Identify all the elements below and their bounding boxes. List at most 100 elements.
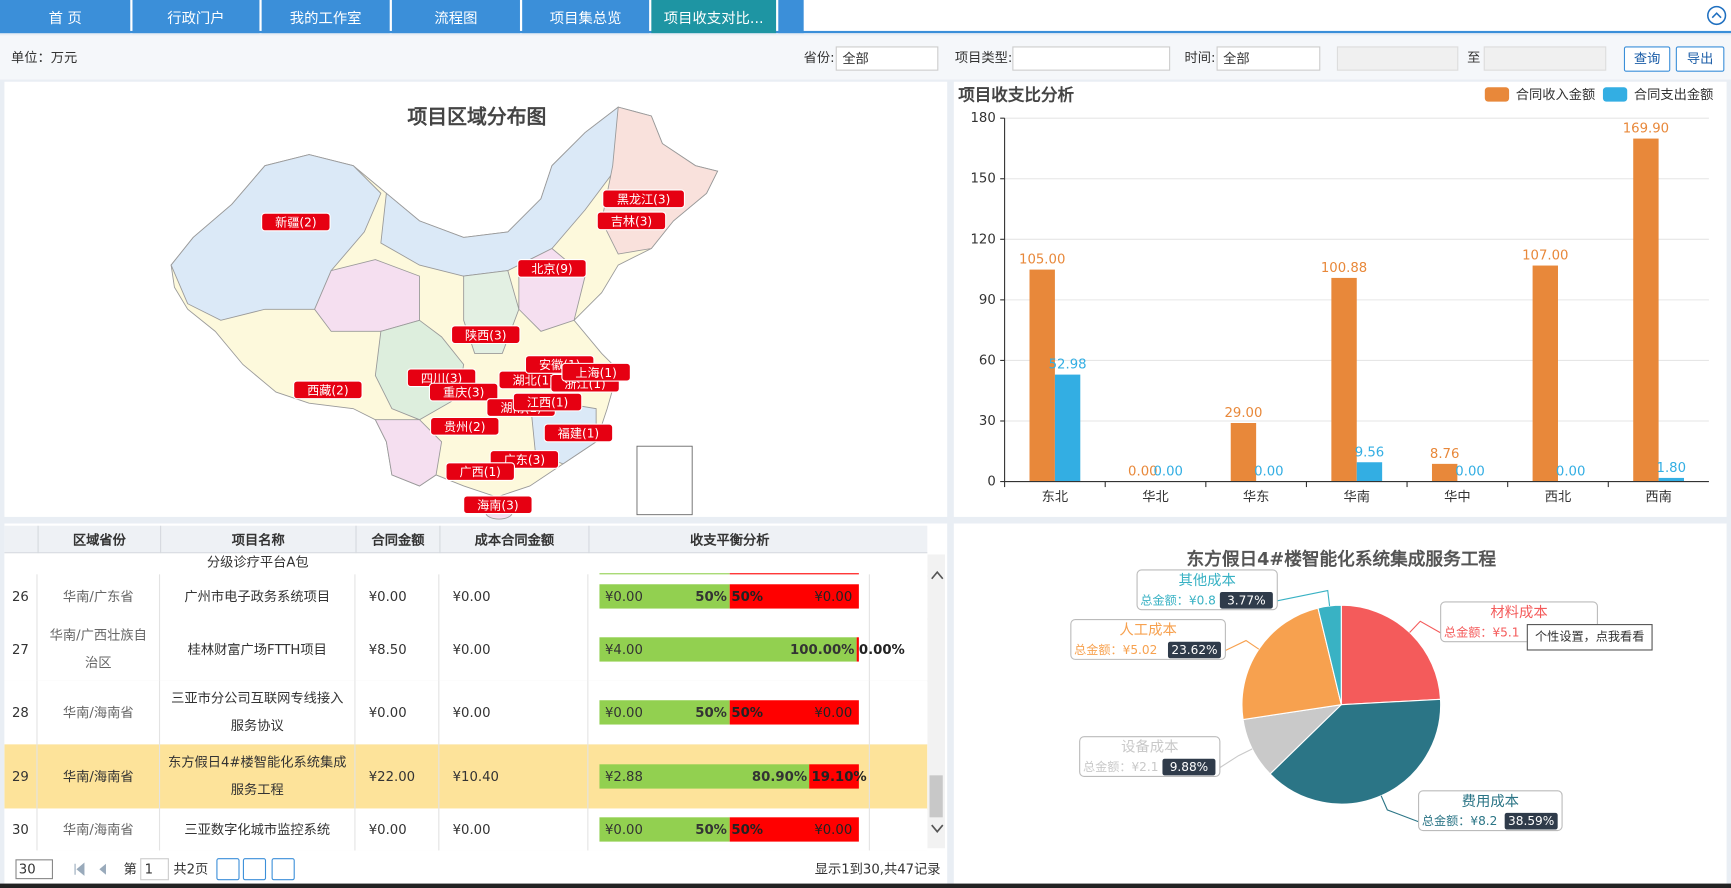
cell-region: 华南/海南省	[38, 744, 161, 809]
cell-region: 华南/海南省	[38, 808, 161, 851]
cost-pct: 50%	[731, 704, 764, 720]
page-prefix: 第	[123, 861, 137, 877]
button[interactable]: 导出	[1675, 46, 1725, 72]
cell-contract: ¥8.50	[355, 618, 440, 681]
table-row[interactable]: 28 华南/海南省 三亚市分公司互联网专线接入服务协议 ¥0.00 ¥0.00 ¥0.00…	[4, 680, 928, 746]
toolbar-label: 单位：万元	[11, 49, 78, 66]
pie-panel	[953, 523, 1727, 884]
cell-balance: ¥2.88 80.90% 19.10%	[588, 744, 870, 809]
cell-name: 分级诊疗平台A包	[206, 554, 309, 570]
tab[interactable]: 项目集总览	[522, 0, 650, 34]
balance-bar: ¥0.00 50% 50% ¥0.00	[599, 817, 859, 842]
balance-income: ¥0.00 50%	[599, 700, 730, 725]
row-index: 26	[4, 574, 38, 619]
balance-bar: ¥0.00 50% 50% ¥0.00	[599, 584, 859, 609]
tab[interactable]: 首 页	[0, 0, 131, 34]
row-index: 29	[4, 744, 38, 809]
balance-bar: ¥0.00 50% 50% ¥0.00	[599, 700, 859, 725]
cost-pct: 50%	[731, 588, 764, 604]
tab[interactable]: 行政门户	[132, 0, 260, 34]
column-header: 收支平衡分析	[588, 525, 870, 554]
balance-cost: 50% ¥0.00	[729, 700, 859, 725]
last-page[interactable]	[242, 858, 267, 881]
page-summary: 显示1到30,共47记录	[814, 861, 941, 877]
income-amount: ¥2.88	[604, 768, 643, 784]
type-input[interactable]	[1012, 46, 1171, 71]
column-header: 合同金额	[355, 525, 439, 554]
tab-menu[interactable]	[778, 0, 804, 34]
row-index: 28	[4, 680, 38, 745]
cell-region: 华南/海南省	[38, 680, 161, 745]
toolbar-label: 省份:	[803, 49, 835, 66]
cell-region: 华南/广东省	[38, 574, 161, 619]
income-pct: 100.00%	[790, 641, 855, 657]
cost-amount: ¥0.00	[814, 704, 853, 720]
cell-balance: ¥0.00 50% 50% ¥0.00	[588, 574, 870, 619]
tab-label: 流程图	[434, 10, 478, 28]
balance-cost: 0.00%	[856, 637, 905, 662]
cell-contract: ¥0.00	[355, 680, 440, 745]
income-pct: 80.90%	[751, 768, 808, 784]
column-header: 项目名称	[160, 525, 355, 554]
column-header: 成本合同金额	[439, 525, 588, 554]
tab-bar	[0, 0, 1731, 34]
ime-tooltip: 个性设置，点我看看	[1526, 624, 1653, 651]
date-input	[1483, 46, 1607, 71]
page-input[interactable]: 1	[140, 858, 169, 881]
select[interactable]: 全部	[1216, 46, 1321, 71]
cost-pct: 50%	[731, 821, 764, 837]
table-header: 区域省份 项目名称 合同金额 成本合同金额 收支平衡分析	[4, 525, 928, 554]
table-row[interactable]: 27 华南/广西壮族自治区 桂林财富广场FTTH项目 ¥8.50 ¥0.00 ¥4.00 1…	[4, 618, 928, 682]
page-size[interactable]: 30	[15, 859, 53, 880]
balance-bar: ¥4.00 100.00% 0.00%	[599, 637, 905, 662]
table-row[interactable]: 29 华南/海南省 东方假日4#楼智能化系统集成服务工程 ¥22.00 ¥10.40 ¥2…	[4, 744, 928, 810]
income-amount: ¥0.00	[604, 704, 643, 720]
tab-label: 首 页	[48, 10, 82, 28]
balance-income: ¥4.00 100.00%	[599, 637, 857, 662]
select[interactable]: 全部	[835, 46, 939, 71]
table-body: 分级诊疗平台A包 26 华南/广东省 广州市电子政务系统项目 ¥0.00 ¥0.00 ¥0.…	[4, 553, 928, 851]
select-value: 全部	[1223, 50, 1250, 67]
income-amount: ¥0.00	[604, 588, 643, 604]
refresh[interactable]	[271, 858, 295, 881]
date-input	[1336, 46, 1459, 71]
tab-label: 项目集总览	[549, 10, 622, 28]
tab-label: 我的工作室	[289, 10, 362, 28]
cell-cost-contract: ¥10.40	[439, 744, 589, 809]
cell-balance: ¥0.00 50% 50% ¥0.00	[588, 680, 870, 745]
income-pct: 50%	[695, 821, 727, 837]
table-row[interactable]: 30 华南/海南省 三亚数字化城市监控系统 ¥0.00 ¥0.00 ¥0.00 50% 50%…	[4, 808, 928, 851]
income-amount: ¥4.00	[604, 641, 643, 657]
cell-balance: ¥4.00 100.00% 0.00%	[588, 618, 905, 681]
toolbar-label: 项目类型:	[954, 49, 1013, 66]
balance-income: ¥0.00 50%	[599, 817, 730, 842]
cell-name: 三亚市分公司互联网专线接入服务协议	[160, 680, 356, 745]
next-page[interactable]	[216, 858, 240, 881]
cell-balance: ¥0.00 50% 50% ¥0.00	[588, 808, 870, 851]
tab-label: 项目收支对比...	[663, 10, 764, 28]
income-pct: 50%	[695, 588, 727, 604]
tab[interactable]: 项目收支对比...	[651, 0, 777, 34]
tab[interactable]: 我的工作室	[261, 0, 390, 34]
cell-name: 广州市电子政务系统项目	[160, 574, 356, 619]
page-total: 共2页	[173, 861, 209, 877]
balance-income: ¥0.00 50%	[599, 584, 730, 609]
toolbar-label: 至	[1467, 49, 1481, 66]
button[interactable]: 查询	[1623, 46, 1671, 72]
income-pct: 50%	[695, 704, 727, 720]
table-row[interactable]: 26 华南/广东省 广州市电子政务系统项目 ¥0.00 ¥0.00 ¥0.00 50% 50%…	[4, 574, 928, 620]
cell-contract: ¥22.00	[355, 744, 440, 809]
toolbar-label: 时间:	[1184, 49, 1216, 66]
balance-cost: 19.10%	[809, 764, 867, 789]
cost-amount: ¥0.00	[814, 821, 853, 837]
table-row: 分级诊疗平台A包	[4, 553, 928, 577]
cell-cost-contract: ¥0.00	[439, 808, 589, 851]
bar-panel	[953, 81, 1727, 517]
cell-cost-contract: ¥0.00	[439, 574, 589, 619]
balance-cost: 50% ¥0.00	[729, 817, 859, 842]
tab[interactable]: 流程图	[391, 0, 520, 34]
taskbar-edge	[0, 883, 1731, 888]
cost-amount: ¥0.00	[814, 588, 853, 604]
column-header: 区域省份	[37, 525, 161, 554]
